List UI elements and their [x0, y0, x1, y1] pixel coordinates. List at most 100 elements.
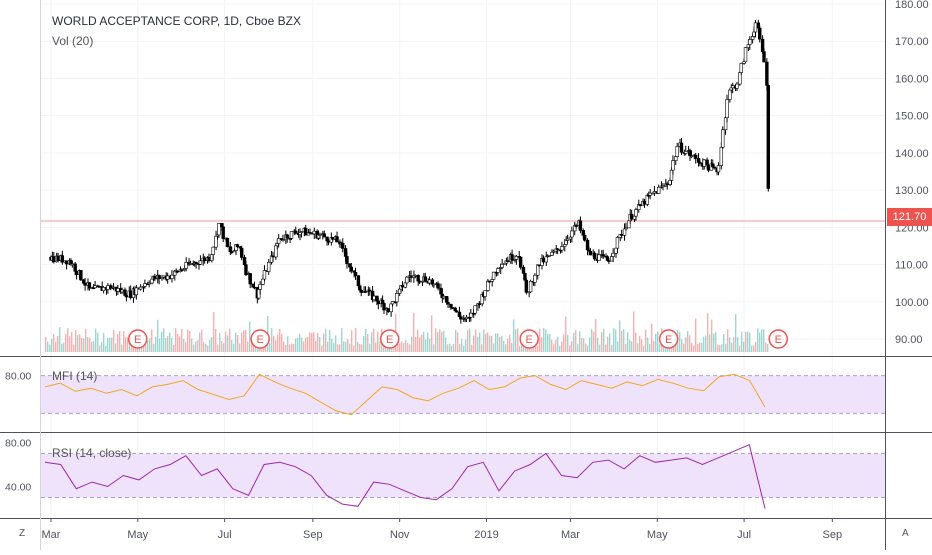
- volume-bar: [375, 342, 377, 352]
- volume-bar: [67, 328, 69, 352]
- volume-bar: [211, 337, 213, 352]
- volume-bar: [283, 341, 285, 352]
- volume-bar: [485, 333, 487, 352]
- volume-bar: [291, 343, 293, 352]
- volume-bar: [65, 333, 67, 352]
- candle-body: [702, 159, 706, 167]
- chart-title: WORLD ACCEPTANCE CORP, 1D, Cboe BZX: [52, 14, 301, 28]
- volume-bar: [459, 343, 461, 352]
- candle-body: [514, 256, 519, 260]
- volume-bar: [563, 334, 565, 352]
- volume-bar: [159, 338, 161, 352]
- volume-bar: [103, 332, 105, 352]
- volume-bar: [179, 336, 181, 352]
- price-tick-label: 100.00: [895, 297, 929, 309]
- candle-body: [436, 283, 440, 289]
- volume-bar: [573, 332, 575, 352]
- volume-bar: [703, 336, 705, 352]
- candle-body: [675, 146, 679, 157]
- volume-bar: [643, 345, 645, 352]
- volume-bar: [215, 328, 217, 352]
- candle-body: [248, 273, 252, 285]
- volume-bar: [587, 345, 589, 352]
- candle-body: [52, 256, 56, 263]
- volume-bar: [707, 313, 709, 352]
- volume-bar: [433, 344, 435, 352]
- volume-bar: [197, 340, 199, 352]
- candle-body: [624, 227, 628, 230]
- volume-bar: [327, 341, 329, 352]
- candle-body: [442, 296, 446, 299]
- earnings-marker-label: E: [386, 334, 393, 346]
- volume-bar: [315, 340, 317, 352]
- volume-bar: [335, 335, 337, 352]
- volume-bar: [271, 328, 273, 352]
- volume-bar: [689, 335, 691, 352]
- candle-body: [376, 300, 381, 305]
- volume-bar: [495, 333, 497, 352]
- volume-bar: [285, 344, 287, 352]
- volume-bar: [357, 341, 359, 352]
- volume-bar: [51, 338, 53, 352]
- auto-scale-button[interactable]: A: [902, 528, 909, 539]
- volume-bar: [655, 333, 657, 352]
- volume-bar: [499, 336, 501, 352]
- candle-body: [285, 234, 289, 239]
- volume-bar: [445, 337, 447, 352]
- volume-bar: [683, 343, 685, 352]
- timezone-button[interactable]: Z: [19, 528, 26, 539]
- volume-bar: [153, 343, 155, 352]
- candle-body: [395, 293, 399, 303]
- volume-bar: [763, 329, 765, 352]
- candle-body: [267, 262, 271, 272]
- volume-bar: [167, 336, 169, 352]
- candle-body: [607, 260, 611, 262]
- volume-bar: [59, 327, 61, 352]
- candle-body: [486, 280, 490, 291]
- candle-body: [74, 270, 79, 275]
- volume-bar: [463, 345, 465, 352]
- volume-bar: [559, 345, 561, 352]
- volume-bar: [207, 345, 209, 352]
- earnings-marker: [250, 329, 270, 349]
- volume-bar: [697, 344, 699, 352]
- volume-bar: [473, 335, 475, 352]
- candle-body: [281, 239, 285, 241]
- candle-body: [271, 255, 275, 258]
- volume-bar: [201, 329, 203, 352]
- volume-bar: [413, 312, 415, 352]
- volume-bar: [317, 332, 319, 352]
- candle-body: [184, 262, 188, 269]
- volume-bar: [277, 334, 279, 352]
- candle-body: [304, 228, 308, 236]
- earnings-marker: [519, 329, 539, 349]
- volume-bar: [511, 342, 513, 352]
- price-tick-label: 130.00: [895, 185, 929, 197]
- candle-body: [101, 287, 106, 291]
- volume-bar: [417, 329, 419, 352]
- volume-bar: [47, 341, 49, 352]
- candle-body: [547, 255, 551, 257]
- volume-bar: [575, 330, 577, 352]
- volume-bar: [583, 338, 585, 352]
- volume-bar: [741, 331, 743, 352]
- volume-bar: [177, 333, 179, 352]
- volume-bar: [293, 343, 295, 352]
- candle-body: [194, 262, 198, 265]
- candle-body: [665, 183, 669, 186]
- volume-bar: [427, 332, 429, 352]
- volume-bar: [503, 340, 505, 352]
- candle-body: [574, 225, 578, 227]
- candle-body: [721, 129, 725, 148]
- candle-body: [648, 192, 652, 196]
- volume-bar: [237, 335, 239, 352]
- candle-body: [469, 312, 473, 318]
- candle-body: [450, 307, 455, 309]
- volume-bar: [639, 336, 641, 352]
- volume-bar: [227, 335, 229, 352]
- volume-bar: [81, 337, 83, 352]
- volume-bar: [743, 341, 745, 352]
- volume-bar: [613, 328, 615, 352]
- candle-body: [487, 280, 492, 283]
